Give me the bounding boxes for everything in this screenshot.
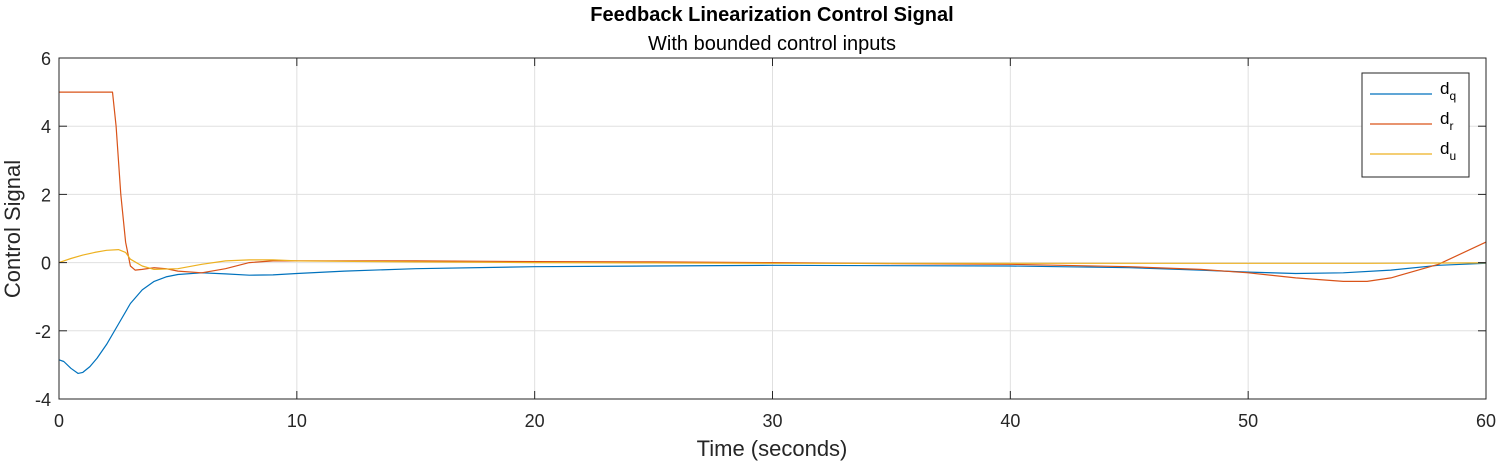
series-line-du [58, 249, 1487, 270]
x-axis-ticks: 0 10 20 30 40 50 60 [54, 58, 1496, 431]
x-tick-label: 50 [1238, 411, 1258, 431]
y-tick-label: -4 [35, 390, 51, 410]
y-tick-label: 4 [41, 117, 51, 137]
legend-label-main: d [1440, 79, 1449, 98]
legend-label-subscript: r [1449, 119, 1453, 133]
y-axis-ticks: -4 -2 0 2 4 6 [35, 49, 1486, 410]
legend-label-main: d [1440, 139, 1449, 158]
x-axis-label: Time (seconds) [697, 436, 848, 461]
x-tick-label: 30 [762, 411, 782, 431]
legend-label-subscript: q [1449, 89, 1456, 103]
y-tick-label: 6 [41, 49, 51, 69]
x-tick-label: 60 [1476, 411, 1496, 431]
series-lines [58, 91, 1487, 374]
x-tick-label: 10 [287, 411, 307, 431]
y-tick-label: -2 [35, 322, 51, 342]
legend-entry-du: du [1440, 139, 1456, 163]
x-tick-label: 20 [525, 411, 545, 431]
y-tick-label: 2 [41, 185, 51, 205]
y-tick-label: 0 [41, 254, 51, 274]
y-axis-label: Control Signal [0, 160, 25, 298]
legend-label-main: d [1440, 109, 1449, 128]
x-tick-label: 40 [1000, 411, 1020, 431]
legend-entry-dr: dr [1440, 109, 1453, 133]
chart-title: Feedback Linearization Control Signal [590, 4, 953, 26]
x-tick-label: 0 [54, 411, 64, 431]
series-line-dr [59, 91, 1487, 282]
legend-entry-dq: dq [1440, 79, 1456, 103]
chart-subtitle: With bounded control inputs [648, 33, 896, 55]
legend-box [1361, 72, 1470, 178]
legend-label-subscript: u [1449, 149, 1456, 163]
